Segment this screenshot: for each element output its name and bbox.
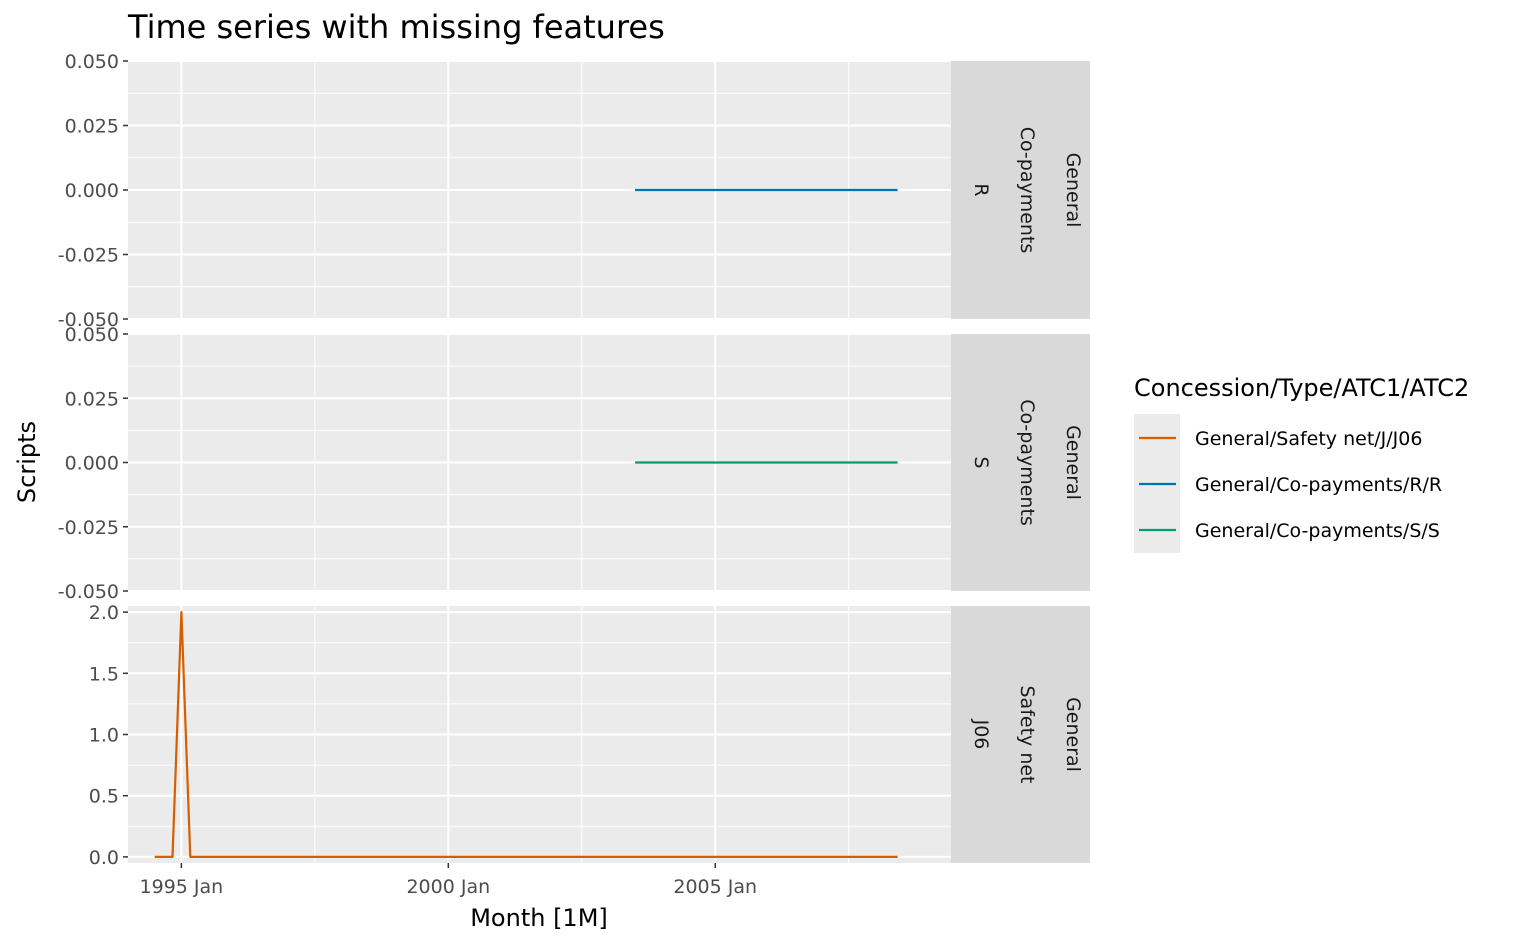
facet-strip: General Co-payments R: [951, 61, 1090, 319]
facet-strip: General Co-payments S: [951, 334, 1090, 591]
chart-title: Time series with missing features: [127, 8, 665, 46]
y-tick-label: 1.0: [89, 725, 119, 747]
y-tick-label: 0.025: [65, 388, 119, 410]
panels: 0.050 0.025 0.000 -0.025 -0.050 General Co-pay…: [58, 51, 1090, 869]
panel-2: 0.050 0.025 0.000 -0.025 -0.050 General Co-pay…: [58, 324, 1090, 603]
y-axis-title: Scripts: [13, 421, 41, 503]
strip-label: General: [1062, 425, 1084, 500]
legend-label: General/Co-payments/R/R: [1195, 474, 1442, 496]
legend: Concession/Type/ATC1/ATC2 General/Safety…: [1134, 374, 1469, 553]
legend-title: Concession/Type/ATC1/ATC2: [1134, 374, 1469, 402]
strip-background: [951, 334, 1090, 591]
x-axis: 1995 Jan 2000 Jan 2005 Jan: [140, 863, 757, 898]
strip-label: General: [1062, 153, 1084, 228]
strip-label: R: [970, 183, 992, 196]
series-line: [154, 610, 898, 859]
y-tick-label: 0.050: [65, 51, 119, 73]
legend-label: General/Safety net/J/J06: [1195, 428, 1422, 450]
strip-background: [951, 606, 1090, 863]
x-tick-label: 1995 Jan: [140, 876, 224, 898]
y-tick-label: 0.025: [65, 116, 119, 138]
y-tick-label: 2.0: [89, 602, 119, 624]
y-tick-label: -0.050: [58, 309, 119, 331]
facet-strip: General Safety net J06: [951, 606, 1090, 863]
strip-label: J06: [970, 719, 992, 750]
legend-label: General/Co-payments/S/S: [1195, 520, 1440, 542]
y-tick-label: 0.050: [65, 324, 119, 346]
legend-item: General/Safety net/J/J06: [1139, 428, 1422, 450]
y-tick-label: -0.050: [58, 581, 119, 603]
y-tick-label: 1.5: [89, 663, 119, 685]
y-tick-label: -0.025: [58, 245, 119, 267]
strip-background: [951, 61, 1090, 319]
x-tick-label: 2005 Jan: [673, 876, 757, 898]
x-tick-label: 2000 Jan: [406, 876, 490, 898]
y-tick-label: 0.000: [65, 180, 119, 202]
y-tick-label: 0.000: [65, 453, 119, 475]
y-tick-label: 0.0: [89, 847, 119, 869]
legend-items: General/Safety net/J/J06 General/Co-payme…: [1139, 428, 1442, 542]
legend-item: General/Co-payments/R/R: [1139, 474, 1442, 496]
strip-label: Co-payments: [1016, 399, 1038, 526]
strip-label: Co-payments: [1016, 127, 1038, 254]
legend-item: General/Co-payments/S/S: [1139, 520, 1440, 542]
y-tick-label: -0.025: [58, 517, 119, 539]
strip-label: Safety net: [1016, 686, 1038, 784]
panel-1: 0.050 0.025 0.000 -0.025 -0.050 General Co-pay…: [58, 51, 1090, 331]
x-axis-title: Month [1M]: [470, 904, 608, 932]
strip-label: S: [970, 456, 992, 468]
panel-3: 2.0 1.5 1.0 0.5 0.0 General Safety net J06: [89, 602, 1090, 869]
strip-label: General: [1062, 697, 1084, 772]
y-tick-label: 0.5: [89, 786, 119, 808]
